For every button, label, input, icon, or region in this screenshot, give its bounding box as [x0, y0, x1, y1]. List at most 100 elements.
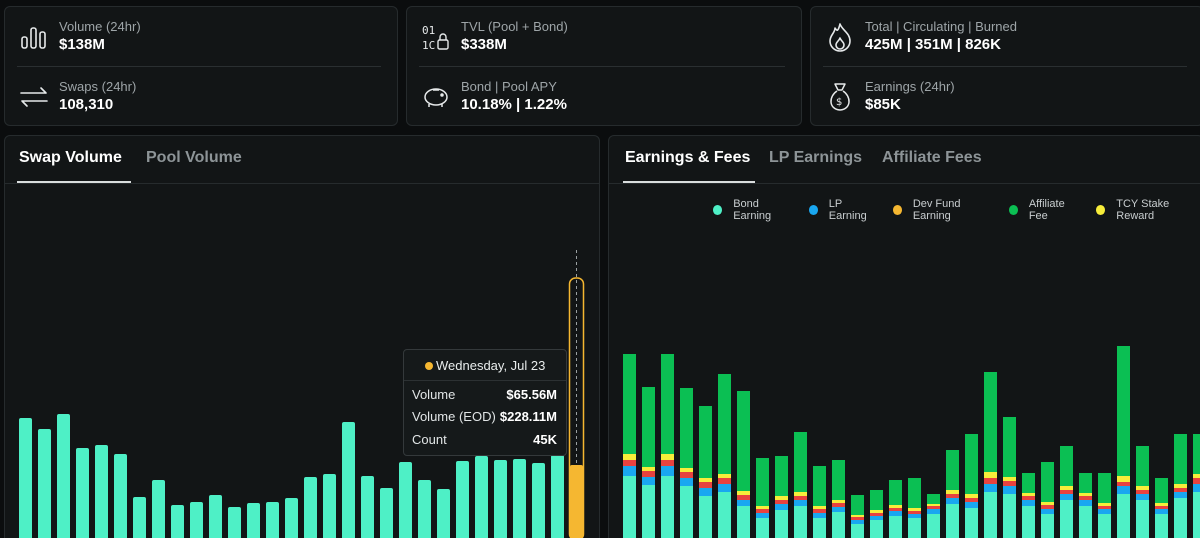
tab-pool-volume[interactable]: Pool Volume: [146, 149, 242, 166]
swap-arrows-icon: [17, 80, 51, 114]
volume-bar: [323, 474, 336, 538]
tcy-reward-segment: [832, 500, 845, 503]
tooltip-value: 45K: [533, 432, 557, 447]
volume-bar: [19, 418, 32, 538]
lp-earning-segment: [851, 520, 864, 524]
bond-earning-segment: [1193, 492, 1200, 538]
chart-tooltip: Wednesday, Jul 23 Volume $65.56M Volume …: [403, 349, 567, 456]
dev-fund-segment: [946, 494, 959, 498]
dev-fund-segment: [718, 478, 731, 484]
legend-item-lp[interactable]: LP Earning: [808, 198, 879, 222]
bond-earning-segment: [1079, 506, 1092, 538]
tab-earnings-fees[interactable]: Earnings & Fees: [625, 149, 751, 166]
volume-bar: [285, 498, 298, 538]
stat-value: 10.18% | 1.22%: [461, 96, 567, 113]
bar-chart-icon: [17, 20, 51, 54]
dev-fund-segment: [1022, 496, 1035, 500]
stat-label: Swaps (24hr): [59, 79, 137, 94]
stat-value: $138M: [59, 36, 105, 53]
lp-earning-segment: [623, 466, 636, 476]
piggy-bank-icon: [419, 80, 453, 114]
tcy-reward-segment: [1003, 477, 1016, 481]
tcy-reward-segment: [813, 506, 826, 509]
stat-value: 108,310: [59, 96, 114, 113]
tcy-reward-segment: [1022, 493, 1035, 496]
bond-earning-segment: [623, 476, 636, 538]
tooltip-key: Count: [412, 432, 447, 447]
tcy-reward-segment: [737, 491, 750, 495]
tcy-reward-segment: [1155, 503, 1168, 506]
chart-legend: Bond Earning LP Earning Dev Fund Earning…: [699, 198, 1200, 222]
volume-bar: [114, 454, 127, 538]
volume-bar: [494, 460, 507, 538]
legend-dot: [1008, 205, 1018, 215]
legend-item-affiliate[interactable]: Affiliate Fee: [1008, 198, 1082, 222]
affiliate-fee-segment: [1117, 346, 1130, 476]
tab-lp-earnings[interactable]: LP Earnings: [769, 149, 863, 166]
lp-earning-segment: [1136, 494, 1149, 500]
dev-fund-segment: [965, 498, 978, 502]
affiliate-fee-segment: [756, 458, 769, 506]
affiliate-fee-segment: [1079, 473, 1092, 493]
stat-card-tvl: 01 1C TVL (Pool + Bond) $338M Bond | Poo…: [406, 6, 802, 126]
tab-affiliate-fees[interactable]: Affiliate Fees: [882, 149, 982, 166]
dev-fund-segment: [889, 508, 902, 511]
volume-bar: [247, 503, 260, 538]
bond-earning-segment: [699, 496, 712, 538]
bond-earning-segment: [1022, 506, 1035, 538]
tcy-reward-segment: [718, 474, 731, 478]
tcy-reward-segment: [775, 496, 788, 500]
tooltip-row: Volume $65.56M: [412, 387, 557, 403]
stat-swaps: Swaps (24hr) 108,310: [17, 71, 383, 123]
tooltip-row: Count 45K: [412, 432, 557, 448]
bond-earning-segment: [1060, 500, 1073, 538]
dev-fund-segment: [680, 472, 693, 478]
earnings-panel: Earnings & Fees LP Earnings Affiliate Fe…: [608, 135, 1200, 538]
legend-label: Bond Earning: [733, 198, 772, 222]
dev-fund-segment: [775, 500, 788, 504]
dev-fund-segment: [1098, 506, 1111, 509]
legend-dot: [808, 205, 818, 215]
bond-earning-segment: [851, 524, 864, 538]
affiliate-fee-segment: [623, 354, 636, 454]
legend-item-tcy[interactable]: TCY Stake Reward: [1096, 198, 1200, 222]
earnings-chart[interactable]: [609, 136, 1200, 538]
stat-label: Volume (24hr): [59, 19, 141, 34]
legend-item-bond[interactable]: Bond Earning: [713, 198, 795, 222]
bond-earning-segment: [984, 492, 997, 538]
bond-earning-segment: [1117, 494, 1130, 538]
volume-bar: [38, 429, 51, 538]
stat-apy: Bond | Pool APY 10.18% | 1.22%: [419, 71, 787, 123]
volume-bar: [304, 477, 317, 538]
bond-earning-segment: [870, 520, 883, 538]
tcy-reward-segment: [623, 454, 636, 460]
affiliate-fee-segment: [927, 494, 940, 504]
dev-fund-segment: [699, 482, 712, 488]
lp-earning-segment: [1155, 509, 1168, 514]
legend-item-dev-fund[interactable]: Dev Fund Earning: [892, 198, 995, 222]
lp-earning-segment: [946, 498, 959, 504]
lp-earning-segment: [889, 511, 902, 516]
tab-swap-volume[interactable]: Swap Volume: [19, 149, 122, 166]
lp-earning-segment: [699, 488, 712, 496]
affiliate-fee-segment: [946, 450, 959, 490]
volume-bar: [551, 455, 564, 538]
affiliate-fee-segment: [1136, 446, 1149, 486]
tcy-reward-segment: [927, 504, 940, 506]
tcy-reward-segment: [680, 468, 693, 472]
tcy-reward-segment: [642, 467, 655, 471]
volume-bar: [133, 497, 146, 538]
dev-fund-segment: [1117, 482, 1130, 486]
tooltip-value: $65.56M: [506, 387, 557, 402]
lp-earning-segment: [642, 477, 655, 485]
affiliate-fee-segment: [1060, 446, 1073, 486]
dev-fund-segment: [623, 460, 636, 466]
earnings-tabs: Earnings & Fees LP Earnings Affiliate Fe…: [609, 136, 1200, 184]
bond-earning-segment: [1155, 514, 1168, 538]
tcy-reward-segment: [946, 490, 959, 494]
swap-volume-chart[interactable]: [5, 136, 601, 538]
bond-earning-segment: [813, 518, 826, 538]
bond-earning-segment: [1098, 514, 1111, 538]
affiliate-fee-segment: [794, 432, 807, 492]
dev-fund-segment: [1079, 496, 1092, 500]
